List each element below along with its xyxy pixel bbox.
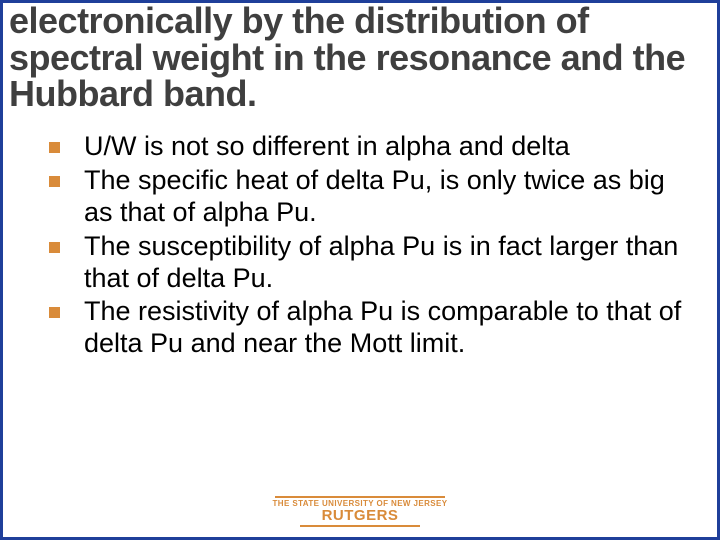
list-item: The specific heat of delta Pu, is only t… <box>49 165 693 229</box>
slide-title: electronically by the distribution of sp… <box>9 3 711 113</box>
slide: electronically by the distribution of sp… <box>0 0 720 540</box>
square-bullet-icon <box>49 176 60 187</box>
square-bullet-icon <box>49 142 60 153</box>
square-bullet-icon <box>49 242 60 253</box>
footer-rule-bottom <box>300 525 420 527</box>
square-bullet-icon <box>49 307 60 318</box>
list-item: The resistivity of alpha Pu is comparabl… <box>49 296 693 360</box>
title-box: electronically by the distribution of sp… <box>3 3 717 117</box>
footer: THE STATE UNIVERSITY OF NEW JERSEY RUTGE… <box>3 496 717 527</box>
bullet-text: The specific heat of delta Pu, is only t… <box>84 165 693 229</box>
bullet-text: U/W is not so different in alpha and del… <box>84 131 693 163</box>
list-item: U/W is not so different in alpha and del… <box>49 131 693 163</box>
footer-rule-top <box>275 496 445 498</box>
footer-university: RUTGERS <box>3 508 717 524</box>
bullet-list: U/W is not so different in alpha and del… <box>3 131 717 360</box>
list-item: The susceptibility of alpha Pu is in fac… <box>49 231 693 295</box>
bullet-text: The susceptibility of alpha Pu is in fac… <box>84 231 693 295</box>
bullet-text: The resistivity of alpha Pu is comparabl… <box>84 296 693 360</box>
